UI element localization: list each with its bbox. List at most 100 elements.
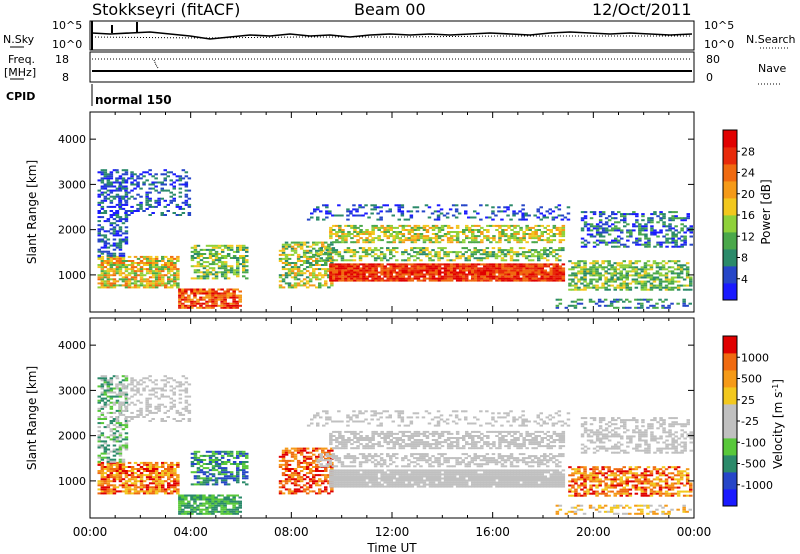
velocity-cell xyxy=(100,482,105,485)
power-cell xyxy=(112,189,117,192)
power-cell xyxy=(662,217,666,220)
power-cell xyxy=(365,229,369,231)
velocity-cell xyxy=(190,456,195,459)
power-cell xyxy=(359,233,363,235)
power-cell xyxy=(106,220,111,223)
power-cell xyxy=(534,273,538,276)
velocity-cell xyxy=(232,456,237,459)
power-cell xyxy=(516,267,520,270)
power-cell xyxy=(667,270,672,273)
power-cell xyxy=(118,175,123,178)
power-cell xyxy=(293,274,298,277)
velocity-cell xyxy=(158,478,162,481)
power-cell xyxy=(434,239,439,242)
power-cell xyxy=(139,270,144,273)
power-cell xyxy=(308,262,313,264)
power-cell xyxy=(528,275,532,278)
velocity-cell xyxy=(167,486,171,489)
power-cell xyxy=(380,224,384,227)
velocity-cell xyxy=(121,458,126,461)
power-cell xyxy=(409,216,414,219)
power-cell xyxy=(325,206,329,209)
power-cell xyxy=(641,225,645,228)
power-cell xyxy=(452,277,457,280)
power-cell xyxy=(577,266,581,269)
power-cell xyxy=(680,245,684,248)
power-cell xyxy=(597,304,602,307)
power-cell xyxy=(655,302,659,305)
power-cell xyxy=(100,260,105,262)
power-cell xyxy=(659,245,663,248)
power-cell xyxy=(492,271,496,274)
power-cell xyxy=(638,239,642,242)
power-cell xyxy=(130,262,135,264)
power-cell xyxy=(476,251,481,254)
power-cell xyxy=(100,278,105,281)
power-cell xyxy=(202,290,206,293)
velocity-cell xyxy=(229,471,234,474)
power-cell xyxy=(573,300,578,303)
power-cell xyxy=(632,223,636,226)
velocity-cell xyxy=(139,480,144,483)
power-cell xyxy=(278,276,283,279)
power-cell xyxy=(507,275,511,278)
power-cell xyxy=(656,221,660,224)
power-cell xyxy=(103,266,108,269)
velocity-cell xyxy=(100,474,105,477)
power-cell xyxy=(97,179,101,182)
power-cell xyxy=(175,175,180,178)
power-cell xyxy=(106,177,111,180)
power-cell xyxy=(614,237,618,240)
power-cell xyxy=(546,237,550,240)
power-cell xyxy=(133,274,138,277)
power-cell xyxy=(425,273,430,276)
power-cell xyxy=(202,306,206,309)
power-cell xyxy=(440,263,445,266)
velocity-cell xyxy=(211,475,216,478)
velocity-cell xyxy=(232,477,237,480)
power-cell xyxy=(368,267,372,270)
power-cell xyxy=(480,267,484,270)
power-cell xyxy=(397,204,401,207)
power-cell xyxy=(353,269,357,272)
velocity-cell xyxy=(284,468,289,470)
power-cell xyxy=(380,239,384,242)
power-cell xyxy=(208,306,212,309)
freq-tick-top: 18 xyxy=(55,53,69,66)
power-cell xyxy=(464,251,468,254)
power-cell xyxy=(109,205,114,208)
velocity-cell xyxy=(148,478,153,481)
power-cell xyxy=(190,304,194,307)
velocity-cell xyxy=(115,490,120,493)
power-cell xyxy=(595,229,600,232)
power-cell xyxy=(148,284,153,287)
power-cell xyxy=(563,216,568,219)
power-cell xyxy=(242,263,246,266)
power-cell xyxy=(164,284,168,287)
power-cell xyxy=(449,239,454,242)
power-cell xyxy=(558,279,563,282)
velocity-cell xyxy=(284,453,289,456)
power-cell xyxy=(410,271,415,274)
power-cell xyxy=(299,264,304,266)
power-cell xyxy=(319,253,323,256)
power-cell xyxy=(371,237,375,240)
power-cell xyxy=(106,268,111,271)
power-cell xyxy=(607,268,611,271)
power-cell xyxy=(583,266,587,269)
power-cell xyxy=(431,224,436,227)
power-cell xyxy=(471,233,475,235)
power-cell xyxy=(543,253,547,256)
velocity-cell xyxy=(145,385,149,388)
power-cell xyxy=(546,253,550,256)
power-cell xyxy=(293,243,298,246)
power-cell xyxy=(161,255,165,258)
velocity-cell xyxy=(109,438,114,441)
velocity-cell xyxy=(142,480,147,483)
velocity-cell xyxy=(136,399,140,402)
power-cell xyxy=(338,265,342,268)
velocity-cell xyxy=(312,478,316,481)
power-cell xyxy=(290,253,295,256)
power-cell xyxy=(479,218,483,221)
freq-label-2: [MHz] xyxy=(4,66,36,79)
